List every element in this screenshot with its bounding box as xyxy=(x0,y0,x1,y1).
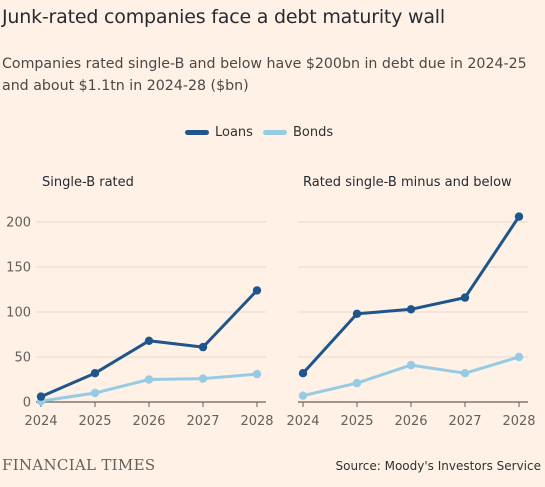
legend-swatch-bonds xyxy=(263,130,287,135)
data-point-bonds-0-2027 xyxy=(198,374,208,383)
chart-subtitle: Companies rated single-B and below have … xyxy=(2,56,527,94)
data-point-loans-0-2027 xyxy=(198,342,208,352)
data-point-loans-0-2024 xyxy=(36,392,46,401)
source-note: Source: Moody's Investors Service xyxy=(335,459,541,473)
x-tick-label-1-2028: 2028 xyxy=(502,414,535,429)
y-tick-label-200: 200 xyxy=(6,216,31,231)
data-point-bonds-1-2027 xyxy=(460,369,470,378)
legend-item-loans: Loans xyxy=(185,125,253,140)
data-point-bonds-1-2028 xyxy=(514,352,524,362)
x-tick-label-0-2026: 2026 xyxy=(132,414,165,429)
data-point-bonds-1-2026 xyxy=(406,360,416,370)
x-tick-label-0-2024: 2024 xyxy=(24,414,57,429)
data-point-loans-1-2026 xyxy=(406,305,416,314)
y-tick-label-50: 50 xyxy=(14,351,31,366)
panel-title-single-b: Single-B rated xyxy=(42,175,134,190)
x-tick-label-1-2027: 2027 xyxy=(448,414,481,429)
y-tick-label-100: 100 xyxy=(6,306,31,321)
legend-label-loans: Loans xyxy=(215,125,253,140)
data-point-loans-0-2028 xyxy=(252,286,262,295)
x-tick-label-0-2027: 2027 xyxy=(186,414,219,429)
data-point-loans-1-2025 xyxy=(352,309,362,318)
x-tick-label-0-2025: 2025 xyxy=(78,414,111,429)
data-point-loans-1-2024 xyxy=(298,369,308,378)
x-tick-label-1-2025: 2025 xyxy=(340,414,373,429)
data-point-bonds-0-2026 xyxy=(144,375,154,384)
panel-title-single-b-minus: Rated single-B minus and below xyxy=(303,175,512,190)
data-point-bonds-0-2025 xyxy=(90,388,100,398)
data-point-bonds-0-2028 xyxy=(252,369,262,379)
data-point-loans-1-2027 xyxy=(460,293,470,302)
data-point-bonds-1-2025 xyxy=(352,378,362,388)
y-tick-label-0: 0 xyxy=(23,396,31,411)
ft-logo: FINANCIAL TIMES xyxy=(2,456,156,474)
data-point-loans-0-2025 xyxy=(90,369,100,378)
x-tick-label-0-2028: 2028 xyxy=(240,414,273,429)
data-point-bonds-1-2024 xyxy=(298,391,308,400)
data-point-loans-1-2028 xyxy=(514,212,524,221)
chart-title: Junk-rated companies face a debt maturit… xyxy=(2,6,445,28)
x-tick-label-1-2026: 2026 xyxy=(394,414,427,429)
y-tick-label-150: 150 xyxy=(6,261,31,276)
legend-label-bonds: Bonds xyxy=(293,125,334,140)
data-point-loans-0-2026 xyxy=(144,336,154,345)
legend-item-bonds: Bonds xyxy=(263,125,333,140)
x-tick-label-1-2024: 2024 xyxy=(286,414,319,429)
series-line-loans-1 xyxy=(301,215,521,375)
legend-swatch-loans xyxy=(185,130,209,135)
